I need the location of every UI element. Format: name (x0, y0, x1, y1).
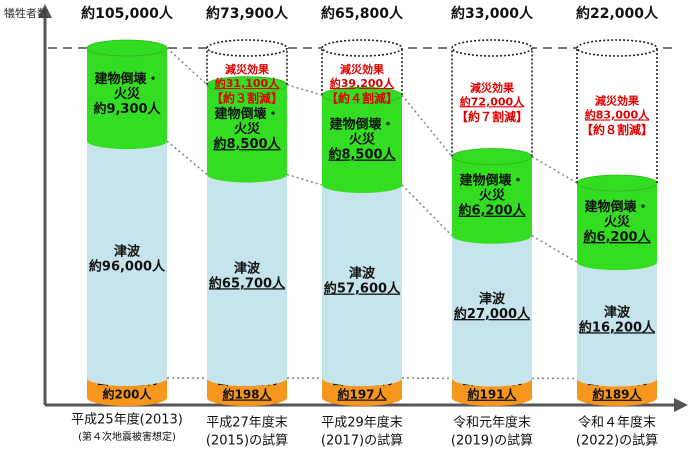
cylinder-segment (207, 174, 287, 387)
x-tick-label: (第４次地震被害想定) (78, 430, 176, 443)
reduction-title: 減災効果 (595, 93, 639, 107)
value-label: 約197人 (337, 387, 387, 402)
value-label: 約16,200人 (579, 319, 656, 335)
connector (286, 83, 323, 96)
segment-name: 建物倒壊・ (584, 199, 649, 215)
reduction-ratio: 【約３割減】 (211, 91, 283, 106)
segment-name: 火災 (349, 133, 376, 148)
segment-name: 津波 (604, 304, 631, 320)
value-label: 約6,200人 (458, 203, 526, 219)
cylinder-segment (87, 377, 167, 406)
value-label: 約198人 (222, 387, 272, 402)
value-label: 約8,500人 (213, 136, 281, 152)
connector (401, 184, 453, 237)
cylinder-segment (87, 141, 167, 386)
cylinder-top (451, 148, 533, 165)
x-tick-label: (2019)の試算 (451, 433, 533, 449)
total-label: 約73,900人 (206, 5, 289, 22)
connector (401, 94, 453, 158)
reduction-top (576, 39, 658, 57)
cylinder-segment (577, 262, 657, 387)
reduction-label: 約72,000人 (460, 94, 525, 108)
reduction-top (321, 39, 403, 57)
x-tick-label: 令和４年度末 (578, 415, 656, 431)
value-label: 約96,000人 (89, 259, 166, 275)
x-axis-arrow (674, 398, 688, 412)
value-label: 約65,700人 (209, 275, 286, 291)
reduction-title: 減災効果 (340, 62, 384, 76)
value-label: 約200人 (102, 386, 152, 401)
total-label: 約105,000人 (81, 5, 174, 22)
value-label: 約9,300人 (93, 101, 161, 117)
x-tick-label: 平成25年度(2013) (71, 412, 183, 428)
value-label: 約57,600人 (324, 281, 401, 297)
segment-name: 津波 (234, 260, 261, 276)
x-tick-label: 平成29年度末 (321, 415, 403, 431)
reduction-label: 約39,200人 (330, 76, 395, 90)
reduction-ratio: 【約８割減】 (581, 122, 653, 137)
y-axis-label: 犠牲者数 (4, 6, 48, 20)
cylinder-segment (577, 378, 657, 406)
y-axis-arrow (38, 4, 52, 18)
cylinder-segment (322, 95, 402, 193)
cylinder-segment (452, 378, 532, 406)
segment-name: 津波 (349, 266, 376, 282)
connector (531, 235, 578, 263)
segment-name: 火災 (479, 189, 506, 204)
cylinder-segment (207, 378, 287, 406)
segment-name: 火災 (604, 215, 631, 230)
cylinder-segment (452, 235, 532, 387)
connector (286, 173, 323, 186)
reduction-title: 減災効果 (470, 80, 514, 94)
cylinder-top (86, 39, 168, 57)
reduction-ratio: 【約４割減】 (326, 91, 398, 106)
segment-name: 火災 (114, 87, 141, 102)
cylinder-segment (322, 184, 402, 387)
segment-name: 火災 (234, 122, 261, 137)
cylinder-top (576, 174, 658, 192)
total-label: 約33,000人 (451, 5, 534, 22)
cylinder-segment (207, 84, 287, 183)
value-label: 約189人 (592, 387, 642, 402)
connector (531, 155, 578, 184)
cylinder-segment (577, 182, 657, 271)
x-tick-label: 平成27年度末 (206, 415, 288, 431)
segment-name: 建物倒壊・ (329, 117, 394, 133)
reduction-top (451, 39, 533, 57)
x-tick-label: 令和元年度末 (453, 415, 531, 431)
x-tick-label: (2017)の試算 (321, 433, 403, 449)
connector (166, 140, 208, 176)
value-label: 約191人 (467, 387, 517, 402)
segment-name: 建物倒壊・ (214, 106, 279, 122)
value-label: 約27,000人 (454, 306, 531, 322)
reduction-label: 約83,000人 (585, 107, 650, 121)
reduction-title: 減災効果 (225, 62, 269, 76)
cylinder-segment (452, 156, 532, 244)
value-label: 約8,500人 (328, 147, 396, 163)
segment-name: 建物倒壊・ (94, 71, 159, 87)
x-tick-label: (2022)の試算 (576, 433, 658, 449)
total-label: 約22,000人 (576, 5, 659, 22)
reduction-top (206, 39, 288, 57)
reduction-label: 約31,100人 (215, 76, 280, 90)
connector (166, 47, 208, 86)
total-label: 約65,800人 (321, 5, 404, 22)
segment-name: 建物倒壊・ (459, 173, 524, 189)
x-tick-label: (2015)の試算 (206, 433, 288, 449)
value-label: 約6,200人 (583, 229, 651, 245)
cylinder-segment (87, 48, 167, 150)
reduction-outline (576, 48, 658, 183)
cylinder-segment (322, 378, 402, 406)
reduction-ratio: 【約７割減】 (456, 109, 528, 124)
segment-name: 津波 (479, 291, 506, 307)
segment-name: 津波 (114, 244, 141, 260)
